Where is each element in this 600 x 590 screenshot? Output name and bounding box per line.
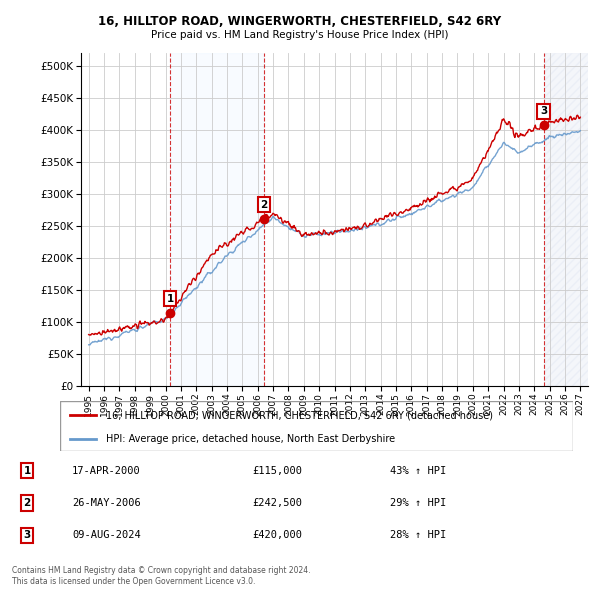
Bar: [170, 53, 264, 386]
Text: £242,500: £242,500: [252, 498, 302, 508]
Text: 26-MAY-2006: 26-MAY-2006: [72, 498, 141, 508]
Text: HPI: Average price, detached house, North East Derbyshire: HPI: Average price, detached house, Nort…: [106, 434, 395, 444]
Text: £420,000: £420,000: [252, 530, 302, 540]
Text: 1: 1: [166, 294, 173, 304]
Text: 3: 3: [540, 106, 547, 116]
Text: 16, HILLTOP ROAD, WINGERWORTH, CHESTERFIELD, S42 6RY: 16, HILLTOP ROAD, WINGERWORTH, CHESTERFI…: [98, 15, 502, 28]
Text: £115,000: £115,000: [252, 466, 302, 476]
Text: 3: 3: [23, 530, 31, 540]
Text: 2: 2: [23, 498, 31, 508]
Text: 17-APR-2000: 17-APR-2000: [72, 466, 141, 476]
Text: Contains HM Land Registry data © Crown copyright and database right 2024.: Contains HM Land Registry data © Crown c…: [12, 566, 311, 575]
Text: 2: 2: [260, 200, 268, 209]
Text: 1: 1: [23, 466, 31, 476]
Text: 16, HILLTOP ROAD, WINGERWORTH, CHESTERFIELD, S42 6RY (detached house): 16, HILLTOP ROAD, WINGERWORTH, CHESTERFI…: [106, 410, 493, 420]
Bar: [544, 53, 588, 386]
Text: 43% ↑ HPI: 43% ↑ HPI: [390, 466, 446, 476]
Text: 28% ↑ HPI: 28% ↑ HPI: [390, 530, 446, 540]
Text: 09-AUG-2024: 09-AUG-2024: [72, 530, 141, 540]
Text: Price paid vs. HM Land Registry's House Price Index (HPI): Price paid vs. HM Land Registry's House …: [151, 30, 449, 40]
Text: This data is licensed under the Open Government Licence v3.0.: This data is licensed under the Open Gov…: [12, 577, 256, 586]
Text: 29% ↑ HPI: 29% ↑ HPI: [390, 498, 446, 508]
